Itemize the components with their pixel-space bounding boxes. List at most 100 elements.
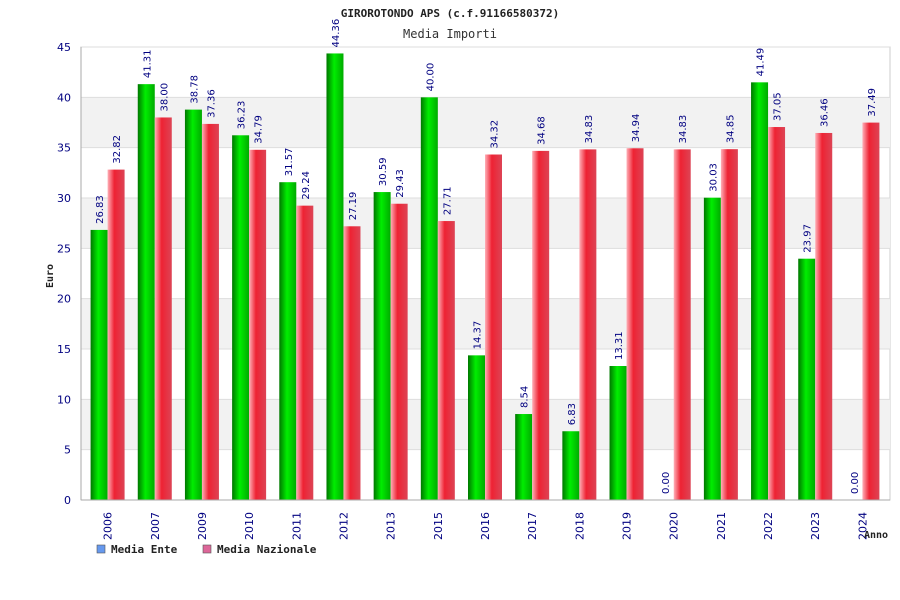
bar — [437, 221, 455, 500]
data-label: 23.97 — [803, 224, 814, 253]
data-label: 30.03 — [708, 163, 719, 192]
bar — [184, 109, 202, 500]
bar — [485, 154, 502, 500]
y-tick-label: 25 — [57, 242, 71, 255]
bar — [815, 132, 833, 500]
data-label: 36.46 — [820, 98, 831, 127]
data-label: 32.82 — [112, 135, 123, 164]
x-tick-label: 2011 — [290, 512, 303, 540]
bar — [532, 150, 550, 500]
bar — [768, 127, 786, 500]
bar — [326, 53, 344, 501]
data-label: 34.83 — [678, 115, 689, 144]
y-tick-label: 5 — [64, 444, 71, 457]
data-label: 44.36 — [331, 19, 342, 48]
x-tick-label: 2006 — [102, 512, 115, 540]
data-label: 8.54 — [520, 386, 531, 408]
x-axis: 2006 2007 2009 2010 2011 2012 2013 2015 2016 2017… — [81, 499, 890, 540]
x-tick-label: 2023 — [809, 512, 822, 540]
bar — [373, 192, 391, 500]
bar — [420, 97, 438, 500]
data-label: 37.36 — [206, 89, 217, 118]
bar — [390, 203, 408, 500]
chart-title: GIROROTONDO APS (c.f.91166580372) — [341, 7, 560, 20]
bar — [609, 366, 627, 500]
bar — [703, 197, 721, 500]
x-tick-label: 2009 — [196, 512, 209, 540]
bar — [579, 149, 597, 501]
data-label: 27.19 — [348, 192, 359, 221]
legend-label: Media Nazionale — [217, 543, 317, 556]
x-tick-label: 2020 — [668, 512, 681, 540]
data-label: 37.05 — [773, 92, 784, 121]
data-label: 38.78 — [189, 75, 200, 104]
x-tick-label: 2013 — [385, 512, 398, 540]
x-tick-label: 2021 — [715, 512, 728, 540]
data-label: 0.00 — [661, 472, 672, 494]
bars — [90, 53, 880, 501]
y-axis-label: Euro — [45, 264, 56, 288]
bar — [720, 149, 738, 500]
bar — [279, 182, 297, 501]
data-label: 29.43 — [395, 169, 406, 198]
data-label: 6.83 — [567, 403, 578, 425]
bar — [107, 169, 125, 500]
x-tick-label: 2015 — [432, 512, 445, 540]
data-label: 26.83 — [95, 195, 106, 224]
data-label: 27.71 — [442, 186, 453, 215]
x-tick-label: 2010 — [243, 512, 256, 540]
data-label: 38.00 — [159, 83, 170, 112]
y-tick-label: 10 — [57, 393, 71, 406]
data-label: 34.68 — [537, 116, 548, 145]
bar — [201, 123, 219, 500]
y-tick-label: 45 — [57, 41, 71, 54]
bar — [862, 122, 880, 500]
bar — [296, 205, 314, 500]
x-axis-label: Anno — [864, 530, 888, 541]
y-tick-label: 35 — [57, 142, 71, 155]
bar — [90, 229, 108, 501]
x-tick-label: 2007 — [149, 512, 162, 540]
data-label: 37.49 — [867, 88, 878, 117]
data-labels: 26.83 32.82 41.31 38.00 38.78 37.36 36.23 34.79… — [95, 19, 878, 494]
y-tick-label: 30 — [57, 192, 71, 205]
data-label: 0.00 — [850, 472, 861, 494]
x-tick-label: 2024 — [856, 512, 869, 540]
bar — [751, 82, 769, 501]
x-tick-label: 2022 — [762, 512, 775, 540]
bar — [673, 149, 691, 501]
x-tick-label: 2016 — [479, 512, 492, 540]
data-label: 40.00 — [425, 63, 436, 92]
data-label: 34.32 — [490, 120, 501, 149]
data-label: 34.94 — [631, 114, 642, 143]
data-label: 30.59 — [378, 157, 389, 186]
bar — [626, 148, 644, 500]
x-tick-label: 2012 — [337, 512, 350, 540]
bar — [249, 149, 267, 500]
bar — [343, 226, 361, 500]
data-label: 31.57 — [284, 148, 295, 177]
bar — [154, 117, 172, 500]
data-label: 13.31 — [614, 331, 625, 360]
data-label: 34.85 — [725, 115, 736, 144]
legend-swatch — [96, 544, 106, 554]
legend-label: Media Ente — [111, 543, 178, 556]
data-label: 41.31 — [142, 50, 153, 79]
data-label: 36.23 — [237, 101, 248, 130]
y-tick-label: 40 — [57, 91, 71, 104]
y-tick-label: 15 — [57, 343, 71, 356]
data-label: 14.37 — [473, 321, 484, 350]
legend-swatch — [202, 544, 212, 554]
data-label: 34.79 — [254, 115, 265, 144]
x-tick-label: 2018 — [573, 512, 586, 540]
bar — [468, 355, 485, 500]
bar — [798, 258, 816, 500]
y-tick-label: 20 — [57, 293, 71, 306]
y-tick-label: 0 — [64, 494, 71, 507]
data-label: 29.24 — [301, 171, 312, 200]
legend: Media Ente Media Nazionale — [96, 543, 317, 556]
bar — [137, 84, 155, 500]
x-tick-label: 2017 — [526, 512, 539, 540]
y-axis: 0 5 10 15 20 25 30 35 40 45 — [57, 41, 82, 507]
